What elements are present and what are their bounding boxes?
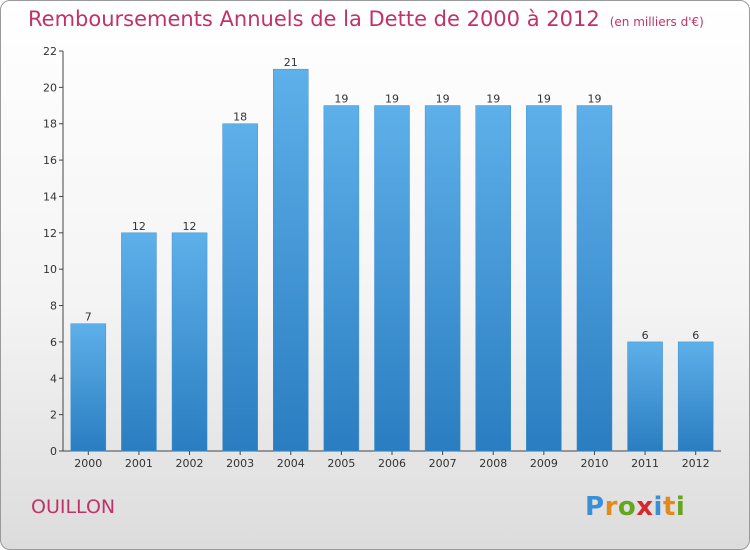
x-tick-label: 2009 bbox=[530, 457, 558, 470]
bar-2005 bbox=[323, 105, 360, 452]
x-tick-label: 2003 bbox=[226, 457, 254, 470]
logo-letter: t bbox=[662, 492, 676, 522]
bar-value-label: 12 bbox=[183, 220, 197, 233]
bar-2003 bbox=[222, 123, 258, 452]
bar-value-label: 19 bbox=[587, 93, 601, 106]
x-tick-label: 2002 bbox=[176, 457, 204, 470]
chart-title: Remboursements Annuels de la Dette de 20… bbox=[28, 7, 704, 31]
y-tick-label: 22 bbox=[43, 45, 57, 58]
bar-value-label: 6 bbox=[692, 329, 699, 342]
y-tick-label: 8 bbox=[50, 300, 57, 313]
y-tick-label: 4 bbox=[50, 372, 57, 385]
x-tick-label: 2000 bbox=[74, 457, 102, 470]
bar-2004 bbox=[273, 68, 309, 452]
y-tick-label: 12 bbox=[43, 227, 57, 240]
bar-2006 bbox=[374, 105, 410, 452]
y-tick-label: 2 bbox=[50, 409, 57, 422]
bar-value-label: 21 bbox=[284, 56, 298, 69]
y-tick-label: 20 bbox=[43, 81, 57, 94]
logo-letter: i bbox=[675, 492, 686, 522]
bar-value-label: 19 bbox=[436, 93, 450, 106]
logo-letter: i bbox=[653, 492, 663, 522]
logo-letter: o bbox=[617, 492, 637, 522]
bar-value-label: 18 bbox=[233, 111, 247, 124]
x-tick-label: 2010 bbox=[580, 457, 608, 470]
y-tick-label: 16 bbox=[43, 154, 57, 167]
x-tick-label: 2011 bbox=[631, 457, 659, 470]
bar-value-label: 19 bbox=[334, 93, 348, 106]
x-tick-label: 2006 bbox=[378, 457, 406, 470]
bar-2007 bbox=[424, 105, 461, 452]
bar-2011 bbox=[627, 341, 663, 452]
bar-value-label: 19 bbox=[385, 93, 399, 106]
bar-2000 bbox=[70, 323, 107, 452]
bar-2012 bbox=[677, 341, 714, 452]
y-tick-label: 14 bbox=[43, 190, 57, 203]
y-tick-label: 18 bbox=[43, 118, 57, 131]
logo-letter: P bbox=[585, 492, 605, 522]
logo-letter: r bbox=[604, 492, 618, 522]
bar-value-label: 12 bbox=[132, 220, 146, 233]
bar-2010 bbox=[576, 105, 613, 452]
bar-2009 bbox=[526, 105, 562, 452]
x-tick-label: 2007 bbox=[429, 457, 457, 470]
y-tick-label: 10 bbox=[43, 263, 57, 276]
y-tick-label: 6 bbox=[50, 336, 57, 349]
y-tick-label: 0 bbox=[50, 445, 57, 458]
chart-title-text: Remboursements Annuels de la Dette de 20… bbox=[28, 7, 600, 31]
bar-value-label: 19 bbox=[537, 93, 551, 106]
bar-2008 bbox=[475, 105, 511, 452]
x-tick-label: 2004 bbox=[277, 457, 305, 470]
chart-unit: (en milliers d'€) bbox=[609, 15, 704, 29]
bar-2001 bbox=[121, 232, 157, 452]
x-tick-label: 2008 bbox=[479, 457, 507, 470]
bar-2002 bbox=[171, 232, 208, 452]
bar-value-label: 7 bbox=[85, 311, 92, 324]
x-tick-label: 2001 bbox=[125, 457, 153, 470]
logo-letter: x bbox=[636, 492, 654, 522]
proxiti-logo[interactable]: Proxiti bbox=[585, 492, 685, 522]
x-tick-label: 2005 bbox=[327, 457, 355, 470]
bar-value-label: 19 bbox=[486, 93, 500, 106]
commune-name: OUILLON bbox=[31, 496, 116, 518]
x-tick-label: 2012 bbox=[682, 457, 710, 470]
bar-value-label: 6 bbox=[642, 329, 649, 342]
